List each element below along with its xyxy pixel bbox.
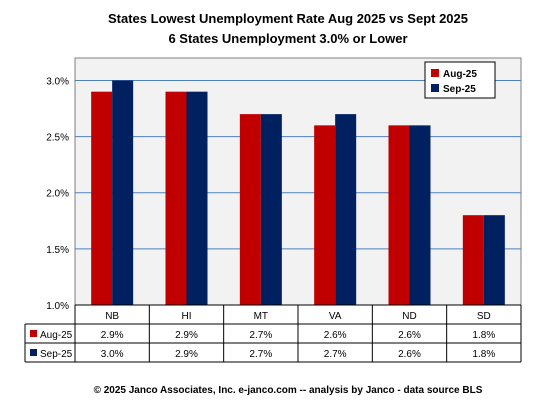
y-tick-label: 2.5% xyxy=(46,133,69,144)
bar-sep-nd xyxy=(409,125,431,305)
gridlines xyxy=(75,79,521,250)
bars xyxy=(91,80,505,306)
bar-sep-hi xyxy=(186,91,208,305)
bar-aug-va xyxy=(314,125,336,305)
chart-subtitle: 6 States Unemployment 3.0% or Lower xyxy=(168,31,407,46)
bar-sep-nb xyxy=(112,80,134,305)
bar-aug-nb xyxy=(91,91,113,305)
table-cell: 1.8% xyxy=(472,349,495,360)
table-cell: 2.7% xyxy=(249,349,272,360)
table-cell: 2.6% xyxy=(398,330,421,341)
bar-aug-hi xyxy=(165,91,187,305)
x-tick-label: NB xyxy=(105,311,119,322)
bar-sep-va xyxy=(335,114,357,306)
table-row-label: Sep-25 xyxy=(40,349,73,360)
legend: Aug-25 Sep-25 xyxy=(424,61,496,99)
bar-sep-mt xyxy=(260,114,282,306)
bar-aug-mt xyxy=(239,114,261,306)
chart-title: States Lowest Unemployment Rate Aug 2025… xyxy=(108,11,468,26)
table-cell: 2.9% xyxy=(175,349,198,360)
x-tick-label: MT xyxy=(254,311,268,322)
y-tick-label: 1.0% xyxy=(46,301,69,312)
bar-aug-nd xyxy=(388,125,410,305)
y-tick-label: 2.0% xyxy=(46,189,69,200)
y-tick-label: 1.5% xyxy=(46,245,69,256)
legend-swatch-sep xyxy=(431,84,439,92)
table-cell: 2.7% xyxy=(324,349,347,360)
x-tick-label: SD xyxy=(477,311,491,322)
bar-sep-sd xyxy=(483,215,505,305)
legend-label-sep: Sep-25 xyxy=(443,84,476,95)
table-cell: 2.6% xyxy=(398,349,421,360)
legend-label-aug: Aug-25 xyxy=(443,69,477,80)
y-tick-label: 3.0% xyxy=(46,76,69,87)
bar-aug-sd xyxy=(462,215,484,305)
x-tick-label: HI xyxy=(182,311,192,322)
legend-swatch-aug xyxy=(431,69,439,77)
table-cell: 3.0% xyxy=(101,349,124,360)
table-row-label: Aug-25 xyxy=(40,330,73,341)
table-cell: 2.9% xyxy=(175,330,198,341)
table-swatch-sep xyxy=(30,349,37,356)
table-cell: 2.9% xyxy=(101,330,124,341)
table-cell: 2.7% xyxy=(249,330,272,341)
data-table: NB HI MT VA ND SD Aug-25 2.9% 2.9% 2.7% 2.6% 2.6% 1.… xyxy=(24,304,522,363)
table-cell: 2.6% xyxy=(324,330,347,341)
x-tick-label: VA xyxy=(329,311,342,322)
footer-credit: © 2025 Janco Associates, Inc. e-janco.co… xyxy=(94,385,483,396)
table-swatch-aug xyxy=(30,330,37,337)
y-axis: 1.0% 1.5% 2.0% 2.5% 3.0% xyxy=(46,76,69,312)
table-cell: 1.8% xyxy=(472,330,495,341)
x-tick-label: ND xyxy=(402,311,416,322)
plot-area xyxy=(74,57,522,306)
